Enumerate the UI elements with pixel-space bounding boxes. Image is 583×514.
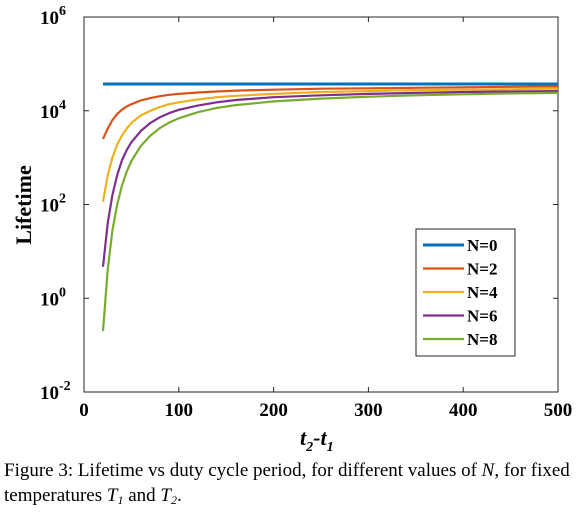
- plot-area: 0 100 200 300 400 500 10-2 100 102 104 106: [40, 4, 572, 421]
- x-tick-label: 100: [165, 400, 194, 421]
- caption-and: and: [123, 485, 161, 506]
- x-tick-label: 200: [259, 400, 288, 421]
- caption-end: .: [176, 485, 182, 506]
- y-axis-label: Lifetime: [11, 165, 36, 245]
- x-tick-label: 500: [544, 400, 573, 421]
- lifetime-chart: 0 100 200 300 400 500 10-2 100 102 104 106 Lifetim…: [11, 4, 572, 455]
- caption-t1: T1: [107, 485, 124, 506]
- x-label-sub1: 2: [305, 440, 313, 455]
- x-label-t: t: [300, 425, 307, 450]
- x-label-sub2: 1: [327, 440, 334, 455]
- series-line-n6: [101, 90, 559, 267]
- legend-label: N=0: [467, 236, 497, 255]
- x-tick-label: 0: [79, 400, 89, 421]
- x-label-mid: -t: [313, 425, 327, 450]
- y-tick-label: 106: [40, 4, 66, 29]
- caption-t2-sub: 2: [170, 493, 177, 507]
- y-tick-label: 10-2: [40, 379, 71, 404]
- caption-prefix: Figure 3: Lifetime vs duty cycle period,…: [4, 460, 477, 481]
- y-tick-label: 100: [40, 285, 66, 310]
- caption-middle: , for fixed temperatures: [4, 460, 570, 506]
- caption-t1-letter: T: [106, 485, 118, 506]
- caption-t1-sub: 1: [117, 493, 124, 507]
- tick-layer: 0 100 200 300 400 500 10-2 100 102 104 106: [40, 4, 572, 421]
- figure-caption: Figure 3: Lifetime vs duty cycle period,…: [4, 458, 580, 508]
- caption-t2-letter: T: [160, 485, 171, 506]
- caption-t2: T2: [160, 485, 177, 506]
- x-tick-label: 300: [354, 400, 383, 421]
- series-line-n2: [101, 85, 559, 140]
- legend: N=0 N=2 N=4 N=6 N=8: [415, 228, 516, 357]
- series-layer: [101, 82, 559, 332]
- legend-items: N=0 N=2 N=4 N=6 N=8: [423, 236, 498, 349]
- legend-label: N=8: [467, 330, 497, 349]
- legend-label: N=2: [467, 260, 497, 279]
- x-tick-label: 400: [449, 400, 478, 421]
- y-tick-label: 104: [40, 98, 66, 123]
- caption-n: N: [481, 460, 495, 481]
- series-line-n8: [101, 91, 559, 332]
- x-axis-label: t2-t1: [300, 425, 334, 455]
- legend-label: N=4: [467, 283, 498, 302]
- y-tick-label: 102: [40, 192, 66, 217]
- series-line-n4: [101, 87, 559, 202]
- legend-label: N=6: [467, 307, 497, 326]
